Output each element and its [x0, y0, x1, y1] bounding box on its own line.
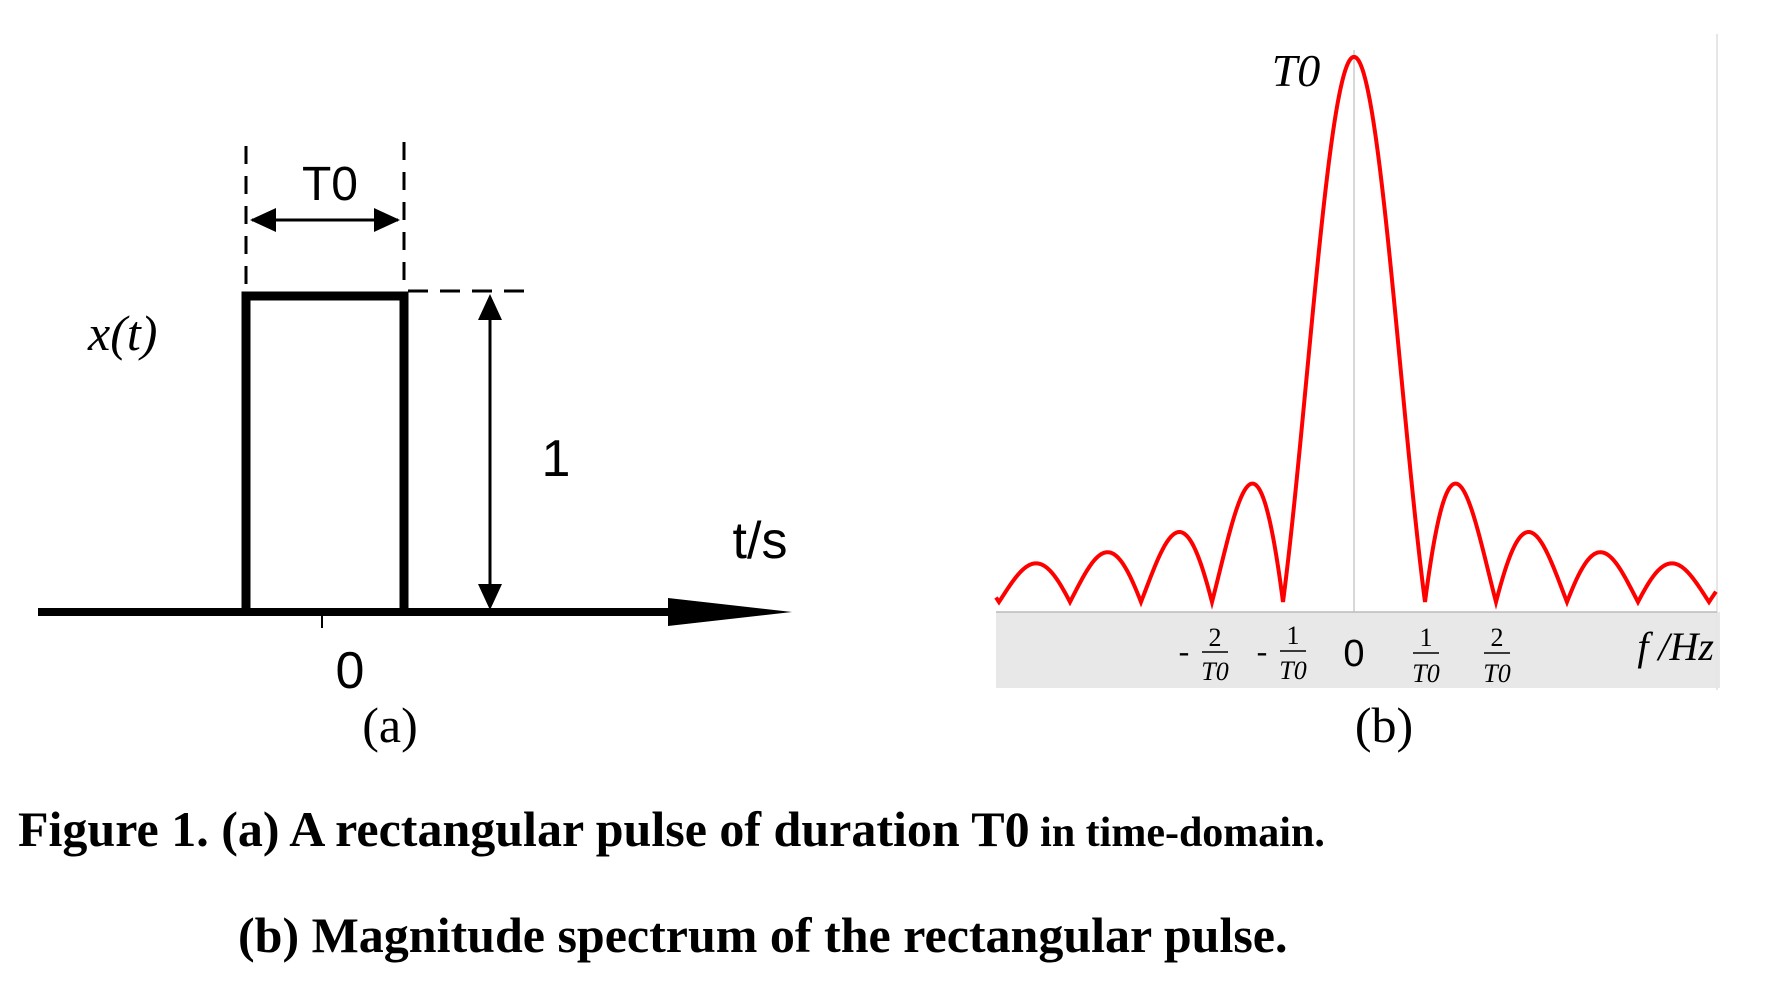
panel-a: T0 x(t) 1 t/s 0 (a) — [38, 142, 792, 753]
width-arrow-left-head — [250, 208, 276, 232]
caption-line-1: Figure 1. (a) A rectangular pulse of dur… — [18, 800, 1784, 858]
width-arrow-right-head — [374, 208, 400, 232]
a-origin-label: 0 — [336, 642, 365, 700]
b-tick-den: T0 — [1412, 659, 1439, 688]
b-tick-sign: - — [1257, 633, 1268, 669]
caption-tail: in time-domain. — [1029, 810, 1325, 856]
b-tick-num: 2 — [1209, 623, 1222, 652]
height-arrow-top-head — [478, 294, 502, 320]
a-width-label: T0 — [302, 158, 358, 211]
b-xlabel: f /Hz — [1637, 624, 1714, 669]
figure: T0 x(t) 1 t/s 0 (a) T0 - 2 T0 - 1 T0 0 1 — [38, 34, 1720, 753]
b-tick-neg2: - 2 T0 — [1179, 623, 1229, 686]
sinc-curve — [994, 54, 1718, 610]
b-axis-band — [996, 612, 1720, 688]
b-tick-num: 2 — [1491, 623, 1504, 652]
b-origin-label: 0 — [1343, 633, 1364, 675]
a-ylabel: x(t) — [87, 305, 157, 361]
rectangular-pulse — [241, 291, 409, 612]
b-panel-label: (b) — [1355, 697, 1413, 753]
a-panel-label: (a) — [362, 697, 418, 753]
b-tick-num: 1 — [1420, 623, 1433, 652]
b-tick-den: T0 — [1201, 657, 1228, 686]
b-tick-sign: - — [1179, 633, 1190, 669]
b-tick-pos2: 2 T0 — [1483, 623, 1510, 688]
b-tick-num: 1 — [1287, 621, 1300, 650]
caption-main: Figure 1. (a) A rectangular pulse of dur… — [18, 801, 1030, 857]
panel-b: T0 - 2 T0 - 1 T0 0 1 T0 2 T0 f /Hz (b) — [994, 34, 1720, 753]
caption-line-2: (b) Magnitude spectrum of the rectangula… — [238, 907, 1288, 963]
height-arrow-bottom-head — [478, 584, 502, 610]
b-tick-den: T0 — [1279, 656, 1306, 685]
a-x-axis-arrow — [668, 598, 792, 626]
a-height-label: 1 — [542, 430, 571, 488]
b-tick-den: T0 — [1483, 659, 1510, 688]
b-tick-neg1: - 1 T0 — [1257, 621, 1307, 685]
a-xlabel: t/s — [733, 512, 788, 570]
b-tick-pos1: 1 T0 — [1412, 623, 1439, 688]
b-peak-label: T0 — [1272, 45, 1321, 96]
